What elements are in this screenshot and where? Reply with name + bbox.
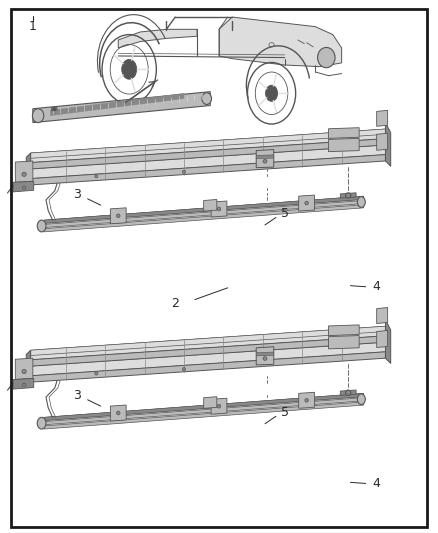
Polygon shape xyxy=(44,402,364,429)
Ellipse shape xyxy=(305,399,308,402)
Ellipse shape xyxy=(182,171,185,174)
Ellipse shape xyxy=(217,405,221,408)
Text: 5: 5 xyxy=(281,406,289,418)
Polygon shape xyxy=(385,320,391,364)
Polygon shape xyxy=(256,347,274,365)
Polygon shape xyxy=(31,342,385,376)
Polygon shape xyxy=(328,325,359,336)
Ellipse shape xyxy=(263,357,267,360)
Polygon shape xyxy=(13,181,34,192)
Ellipse shape xyxy=(305,201,308,205)
Ellipse shape xyxy=(318,47,335,68)
Ellipse shape xyxy=(37,220,46,232)
Polygon shape xyxy=(15,358,33,379)
Polygon shape xyxy=(44,200,364,228)
Polygon shape xyxy=(31,155,385,185)
Polygon shape xyxy=(44,398,364,425)
Polygon shape xyxy=(328,336,359,349)
Ellipse shape xyxy=(22,369,26,374)
Polygon shape xyxy=(31,129,385,163)
Polygon shape xyxy=(118,29,197,48)
Polygon shape xyxy=(110,208,126,224)
Ellipse shape xyxy=(117,214,120,217)
Polygon shape xyxy=(256,155,274,159)
Ellipse shape xyxy=(182,368,185,371)
Polygon shape xyxy=(328,139,359,152)
Text: 4: 4 xyxy=(373,280,381,293)
Ellipse shape xyxy=(346,390,351,395)
Polygon shape xyxy=(44,393,364,421)
Ellipse shape xyxy=(122,59,137,79)
Polygon shape xyxy=(44,196,364,223)
Polygon shape xyxy=(211,201,227,217)
Ellipse shape xyxy=(217,207,221,211)
Polygon shape xyxy=(110,405,126,421)
Polygon shape xyxy=(26,350,31,386)
Polygon shape xyxy=(31,139,385,169)
Polygon shape xyxy=(31,352,385,382)
Polygon shape xyxy=(33,92,210,123)
Polygon shape xyxy=(15,161,33,182)
Polygon shape xyxy=(377,133,388,150)
Ellipse shape xyxy=(117,411,120,415)
Polygon shape xyxy=(377,110,388,126)
Ellipse shape xyxy=(95,372,98,375)
Polygon shape xyxy=(26,153,31,189)
Polygon shape xyxy=(44,196,364,223)
Ellipse shape xyxy=(32,109,44,123)
Polygon shape xyxy=(31,326,385,360)
Ellipse shape xyxy=(357,197,365,207)
Polygon shape xyxy=(44,205,364,232)
Polygon shape xyxy=(299,195,314,211)
Polygon shape xyxy=(299,392,314,408)
Polygon shape xyxy=(377,308,388,324)
Polygon shape xyxy=(219,17,342,67)
Polygon shape xyxy=(340,390,356,395)
Polygon shape xyxy=(256,352,274,356)
Ellipse shape xyxy=(22,186,26,189)
Polygon shape xyxy=(31,336,385,366)
Polygon shape xyxy=(31,129,385,158)
Text: 2: 2 xyxy=(171,297,179,310)
Text: 1: 1 xyxy=(29,20,37,33)
Text: 3: 3 xyxy=(73,389,81,402)
Text: 4: 4 xyxy=(373,477,381,490)
Ellipse shape xyxy=(202,93,212,104)
Polygon shape xyxy=(385,123,391,166)
Polygon shape xyxy=(50,93,184,116)
Ellipse shape xyxy=(95,175,98,178)
Polygon shape xyxy=(204,199,217,211)
Polygon shape xyxy=(340,193,356,198)
Ellipse shape xyxy=(263,159,267,163)
Polygon shape xyxy=(31,326,385,356)
Polygon shape xyxy=(44,393,364,421)
Text: 5: 5 xyxy=(281,207,289,220)
Polygon shape xyxy=(211,398,227,414)
Text: 3: 3 xyxy=(73,188,81,201)
Polygon shape xyxy=(204,397,217,408)
Polygon shape xyxy=(256,150,274,168)
Polygon shape xyxy=(328,128,359,139)
Ellipse shape xyxy=(22,172,26,176)
Ellipse shape xyxy=(53,108,56,111)
Ellipse shape xyxy=(346,193,351,198)
Polygon shape xyxy=(52,107,57,111)
Ellipse shape xyxy=(37,417,46,429)
Polygon shape xyxy=(377,330,388,348)
Ellipse shape xyxy=(265,85,278,101)
Polygon shape xyxy=(13,378,34,389)
Polygon shape xyxy=(31,145,385,179)
Ellipse shape xyxy=(22,383,26,386)
Ellipse shape xyxy=(357,394,365,405)
